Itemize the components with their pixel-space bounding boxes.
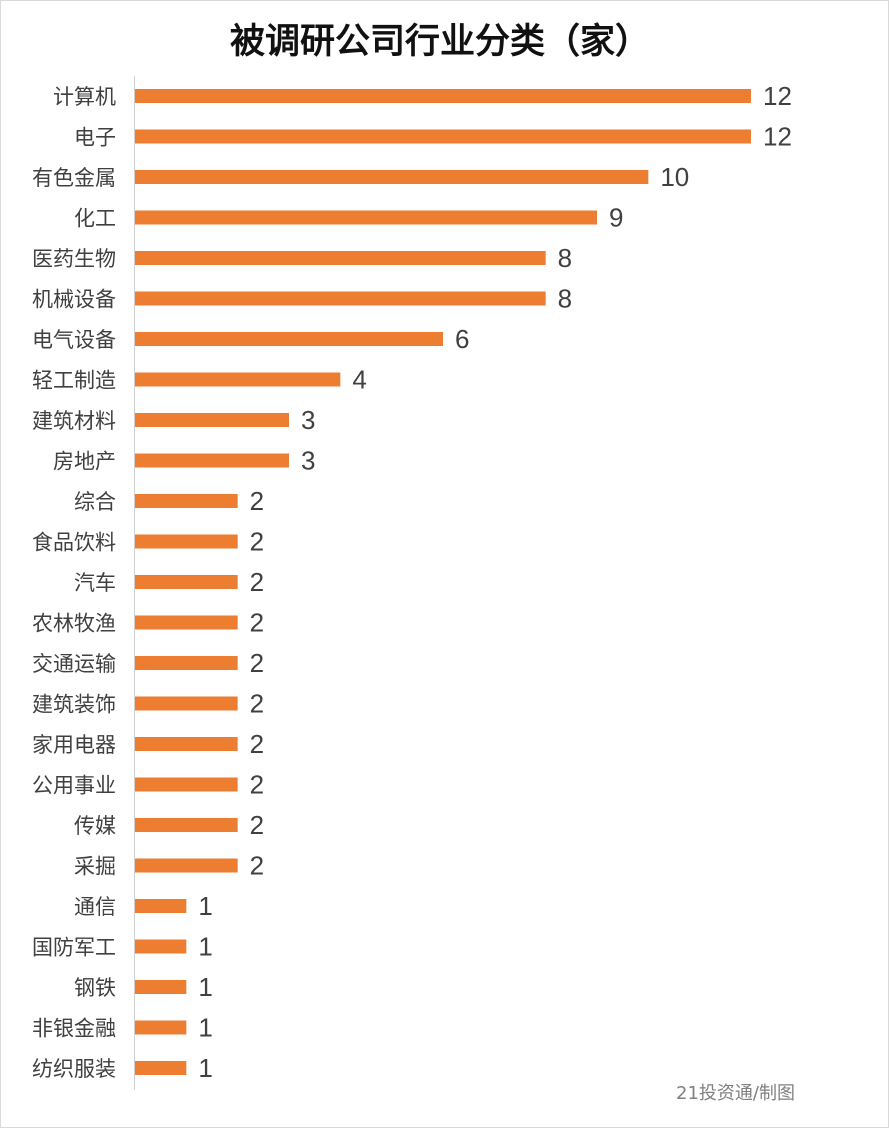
category-label: 传媒 — [74, 814, 116, 838]
bar — [135, 494, 238, 508]
bar — [135, 656, 238, 670]
category-label: 家用电器 — [32, 733, 116, 757]
data-label: 2 — [250, 608, 264, 638]
category-label: 医药生物 — [32, 247, 116, 271]
credit-text: 21投资通/制图 — [676, 1083, 795, 1104]
data-label: 1 — [198, 891, 212, 921]
category-label: 汽车 — [74, 571, 116, 595]
category-label: 采掘 — [74, 855, 116, 879]
category-label: 公用事业 — [32, 774, 116, 798]
data-label: 2 — [250, 729, 264, 759]
category-label: 国防军工 — [32, 936, 116, 960]
bar — [135, 413, 289, 427]
bar — [135, 777, 238, 792]
category-label: 农林牧渔 — [32, 612, 116, 636]
data-label: 2 — [250, 527, 264, 557]
bar — [135, 210, 597, 225]
bar — [135, 129, 751, 144]
data-label: 9 — [609, 203, 623, 233]
category-label: 交通运输 — [32, 652, 116, 676]
category-label: 房地产 — [53, 450, 116, 474]
bar — [135, 251, 546, 265]
bar — [135, 170, 649, 184]
data-label: 3 — [301, 405, 315, 435]
data-label: 4 — [352, 365, 366, 395]
chart-title: 被调研公司行业分类（家） — [230, 22, 650, 62]
category-label: 非银金融 — [32, 1017, 116, 1041]
data-label: 2 — [250, 851, 264, 881]
category-label: 建筑装饰 — [32, 693, 116, 717]
data-label: 12 — [763, 122, 792, 152]
bar — [135, 89, 751, 103]
data-label: 1 — [198, 1053, 212, 1083]
category-label: 计算机 — [53, 85, 116, 109]
bar — [135, 737, 238, 751]
data-label: 1 — [198, 972, 212, 1002]
category-label: 轻工制造 — [32, 369, 116, 393]
bar — [135, 291, 546, 306]
category-label: 有色金属 — [32, 166, 116, 190]
data-label: 2 — [250, 567, 264, 597]
bar — [135, 1020, 187, 1035]
bar — [135, 332, 443, 346]
data-label: 10 — [660, 162, 689, 192]
category-label: 电子 — [74, 126, 116, 150]
data-label: 2 — [250, 770, 264, 800]
data-label: 12 — [763, 81, 792, 111]
category-label: 电气设备 — [32, 328, 116, 352]
category-label: 化工 — [74, 207, 116, 231]
bar — [135, 980, 187, 994]
data-label: 2 — [250, 810, 264, 840]
bar — [135, 696, 238, 711]
data-label: 1 — [198, 1013, 212, 1043]
bar — [135, 858, 238, 873]
category-label: 钢铁 — [74, 976, 116, 1000]
data-label: 1 — [198, 932, 212, 962]
bar — [135, 899, 187, 913]
data-label: 8 — [558, 284, 572, 314]
bar — [135, 1061, 187, 1075]
category-label: 综合 — [74, 490, 116, 514]
data-label: 2 — [250, 486, 264, 516]
category-label: 机械设备 — [32, 288, 116, 312]
category-label: 食品饮料 — [32, 531, 116, 555]
bar — [135, 615, 238, 630]
data-label: 8 — [558, 243, 572, 273]
category-label: 建筑材料 — [32, 409, 116, 433]
bar — [135, 453, 289, 468]
data-label: 6 — [455, 324, 469, 354]
bar — [135, 939, 187, 954]
bar — [135, 372, 341, 387]
category-label: 通信 — [74, 895, 116, 919]
bar — [135, 818, 238, 832]
data-label: 2 — [250, 689, 264, 719]
bar — [135, 534, 238, 549]
data-label: 3 — [301, 446, 315, 476]
bar — [135, 575, 238, 589]
data-label: 2 — [250, 648, 264, 678]
category-label: 纺织服装 — [32, 1057, 116, 1081]
